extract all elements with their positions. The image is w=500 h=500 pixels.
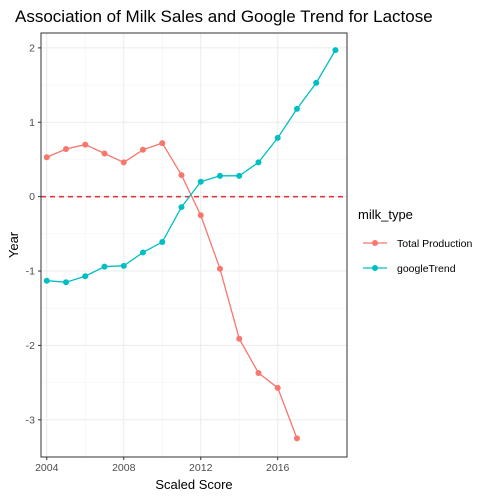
data-point-total-production — [120, 159, 127, 166]
data-point-googletrend — [43, 277, 50, 284]
data-point-googletrend — [313, 79, 320, 86]
data-point-total-production — [255, 369, 262, 376]
y-tick-label: -3 — [26, 414, 35, 426]
data-point-total-production — [236, 335, 243, 342]
y-tick-label: -1 — [26, 266, 35, 278]
data-point-googletrend — [178, 204, 185, 211]
data-point-googletrend — [332, 47, 339, 54]
legend-key-point-total-production — [372, 240, 378, 246]
data-point-total-production — [293, 435, 300, 442]
data-point-total-production — [82, 141, 89, 148]
legend-key-point-googletrend — [372, 265, 378, 271]
x-tick-label: 2016 — [266, 462, 290, 474]
legend-label-googletrend: googleTrend — [397, 263, 456, 275]
y-tick-label: -2 — [26, 340, 35, 352]
chart-title: Association of Milk Sales and Google Tre… — [15, 7, 433, 26]
grid — [41, 33, 347, 457]
data-point-total-production — [216, 265, 223, 272]
data-point-googletrend — [63, 279, 70, 286]
legend: milk_type Total Production googleTrend — [358, 207, 472, 275]
data-point-total-production — [274, 384, 281, 391]
data-point-googletrend — [216, 172, 223, 179]
legend-label-total-production: Total Production — [397, 238, 472, 250]
x-axis-title: Scaled Score — [155, 477, 232, 492]
series-line-googletrend — [46, 49, 337, 283]
data-point-total-production — [178, 172, 185, 179]
data-point-total-production — [140, 146, 146, 153]
data-point-total-production — [159, 140, 166, 147]
data-point-total-production — [197, 212, 204, 219]
data-point-googletrend — [159, 239, 166, 246]
data-point-googletrend — [120, 262, 127, 269]
data-point-total-production — [63, 146, 70, 153]
x-tick-label: 2008 — [112, 462, 136, 474]
panel-border — [40, 32, 348, 458]
axes: 2004 2008 2012 2016 2 1 0 -1 -2 -3 — [26, 42, 290, 474]
data-point-total-production — [101, 150, 108, 157]
series-layer — [43, 47, 339, 442]
data-point-googletrend — [274, 134, 281, 141]
y-tick-label: 1 — [29, 117, 35, 129]
data-point-googletrend — [101, 263, 108, 270]
legend-title: milk_type — [358, 207, 413, 222]
data-point-total-production — [43, 154, 50, 161]
data-point-googletrend — [82, 273, 89, 280]
data-point-googletrend — [255, 159, 262, 166]
data-point-googletrend — [140, 249, 146, 256]
series-line-total-production — [46, 142, 298, 439]
data-point-googletrend — [236, 172, 243, 179]
y-tick-label: 0 — [29, 191, 35, 203]
y-tick-label: 2 — [29, 42, 35, 54]
x-tick-label: 2004 — [35, 462, 59, 474]
y-axis-title: Year — [6, 231, 21, 258]
x-tick-label: 2012 — [189, 462, 213, 474]
data-point-googletrend — [197, 178, 204, 185]
data-point-googletrend — [293, 105, 300, 112]
